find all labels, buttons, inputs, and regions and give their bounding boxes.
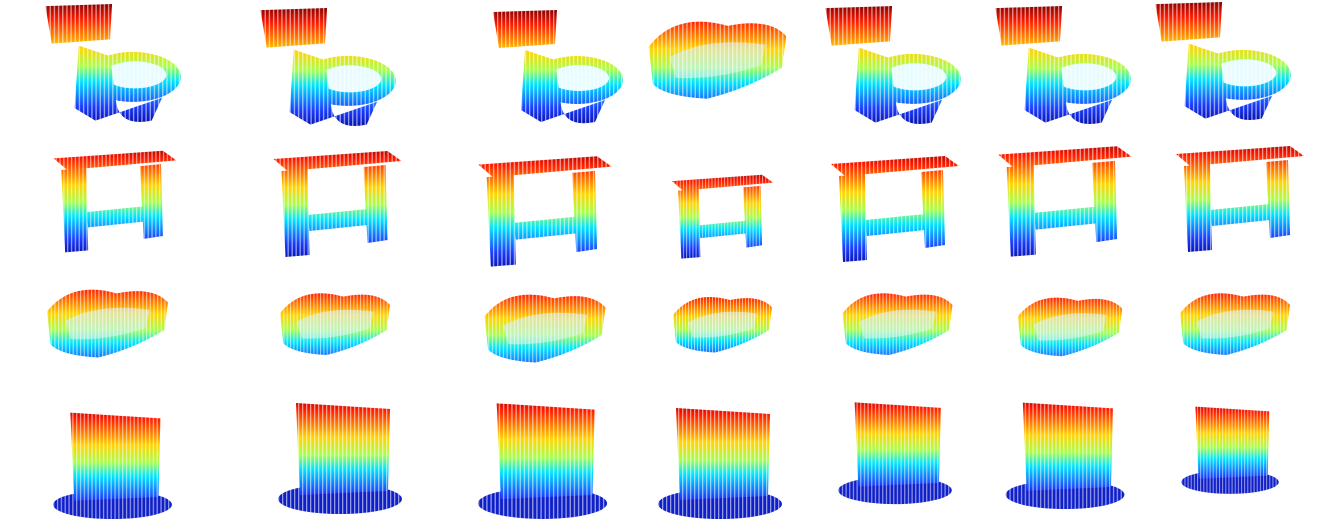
row-desks xyxy=(47,140,1310,275)
point-cloud xyxy=(47,145,183,260)
point-cloud xyxy=(480,280,610,390)
point-cloud xyxy=(830,395,960,505)
point-cloud xyxy=(987,6,1133,131)
point-cloud xyxy=(650,400,790,520)
point-cloud xyxy=(1014,285,1126,380)
point-cloud xyxy=(670,285,775,375)
point-cloud xyxy=(37,4,183,129)
row-bathtubs xyxy=(43,275,1294,390)
point-cloud xyxy=(667,170,778,265)
point-cloud xyxy=(1175,400,1285,495)
point-cloud xyxy=(472,150,618,275)
point-cloud xyxy=(997,395,1133,510)
point-cloud xyxy=(45,405,180,520)
point-cloud xyxy=(252,8,398,133)
point-cloud xyxy=(1147,2,1293,127)
point-cloud xyxy=(839,280,956,380)
point-cloud xyxy=(270,395,410,515)
point-cloud xyxy=(1176,280,1294,380)
point-cloud xyxy=(992,140,1138,265)
point-cloud xyxy=(276,280,394,380)
point-cloud xyxy=(644,5,791,130)
point-cloud xyxy=(267,145,408,265)
point-cloud xyxy=(1170,140,1310,260)
point-cloud xyxy=(825,150,965,270)
point-cloud xyxy=(485,10,625,130)
point-cloud xyxy=(817,6,963,131)
row-toilets xyxy=(37,2,1293,133)
point-cloud xyxy=(469,395,616,520)
row-monitors xyxy=(45,395,1285,520)
point-cloud xyxy=(43,275,172,385)
